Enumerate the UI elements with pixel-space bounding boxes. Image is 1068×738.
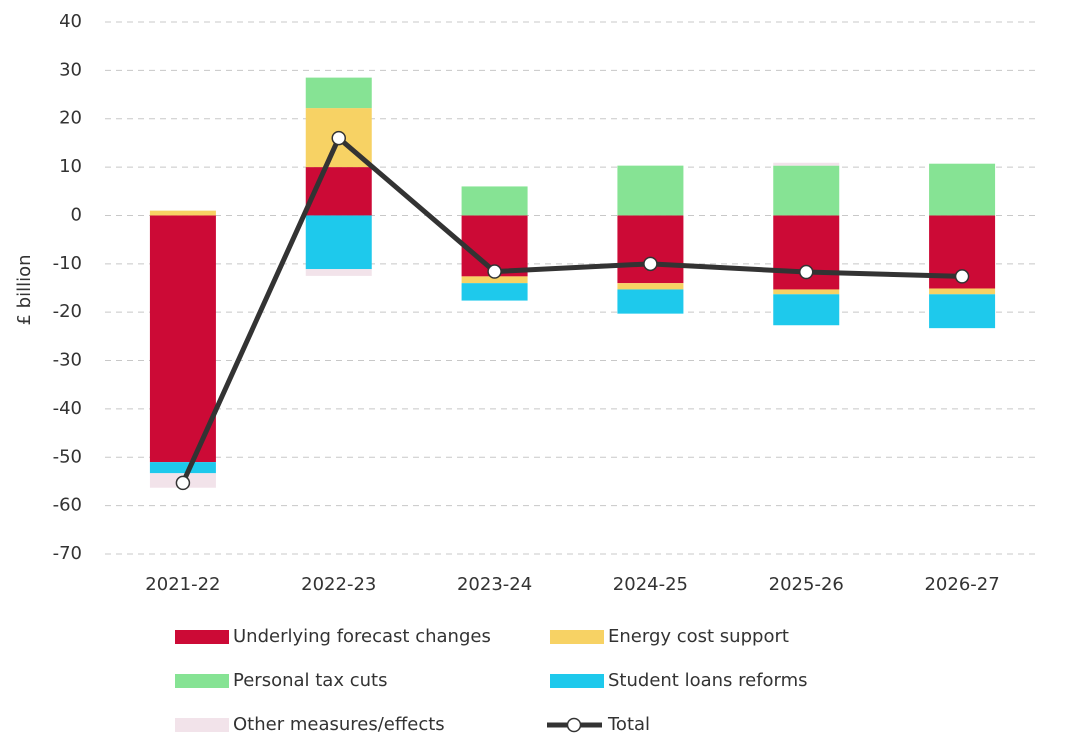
bar-segment	[149, 215, 216, 463]
y-tick-label: -10	[53, 253, 82, 274]
y-tick-label: -20	[53, 301, 82, 322]
y-tick-label: -30	[53, 350, 82, 371]
bar-segment	[773, 162, 840, 166]
x-tick-label: 2023-24	[457, 574, 532, 595]
y-tick-label: 10	[59, 156, 82, 177]
legend-label: Personal tax cuts	[233, 670, 387, 691]
bar-segment	[773, 165, 840, 216]
legend-label: Total	[607, 714, 650, 735]
x-tick-label: 2026-27	[924, 574, 999, 595]
y-axis-label: £ billion	[14, 254, 35, 325]
x-tick-label: 2024-25	[613, 574, 688, 595]
bar-segment	[617, 215, 684, 284]
y-tick-label: 0	[71, 204, 82, 225]
y-tick-label: -50	[53, 446, 82, 467]
bar-segment	[773, 294, 840, 326]
bar-segment	[461, 276, 528, 284]
x-tick-label: 2021-22	[145, 574, 220, 595]
y-tick-label: -40	[53, 398, 82, 419]
bar-segment	[929, 163, 996, 216]
y-tick-label: 40	[59, 11, 82, 32]
legend-label: Underlying forecast changes	[233, 626, 491, 647]
legend-swatch	[550, 630, 604, 644]
y-tick-label: 30	[59, 59, 82, 80]
legend-swatch	[550, 674, 604, 688]
y-tick-label: -60	[53, 495, 82, 516]
bar-segment	[305, 269, 372, 276]
legend-marker	[566, 717, 582, 733]
legend-label: Student loans reforms	[608, 670, 808, 691]
total-point	[175, 475, 191, 491]
legend-swatch	[175, 718, 229, 732]
legend-label: Energy cost support	[608, 626, 789, 647]
total-point	[954, 269, 970, 284]
total-line	[180, 134, 963, 484]
bar-segment	[461, 186, 528, 216]
total-point	[331, 130, 346, 146]
bar-segment	[929, 294, 996, 329]
legend-swatch	[175, 630, 229, 644]
bar-segment	[305, 77, 372, 109]
bar-segment	[773, 289, 840, 295]
bar-segment	[149, 210, 216, 216]
x-tick-label: 2022-23	[301, 574, 376, 595]
bar-segment	[461, 283, 528, 301]
legend-swatch	[175, 674, 229, 688]
bar-segment	[617, 289, 684, 314]
x-tick-label: 2025-26	[769, 574, 844, 595]
bar-segment	[305, 215, 372, 270]
total-point	[487, 264, 502, 279]
total-point	[799, 264, 814, 280]
bar-segment	[617, 283, 684, 290]
total-point	[643, 256, 658, 272]
legend-label: Other measures/effects	[233, 714, 445, 735]
y-tick-label: 20	[59, 108, 82, 129]
bar-segment	[149, 462, 216, 474]
bar-segment	[929, 288, 996, 295]
bar-segment	[617, 165, 684, 216]
y-tick-label: -70	[53, 543, 82, 564]
